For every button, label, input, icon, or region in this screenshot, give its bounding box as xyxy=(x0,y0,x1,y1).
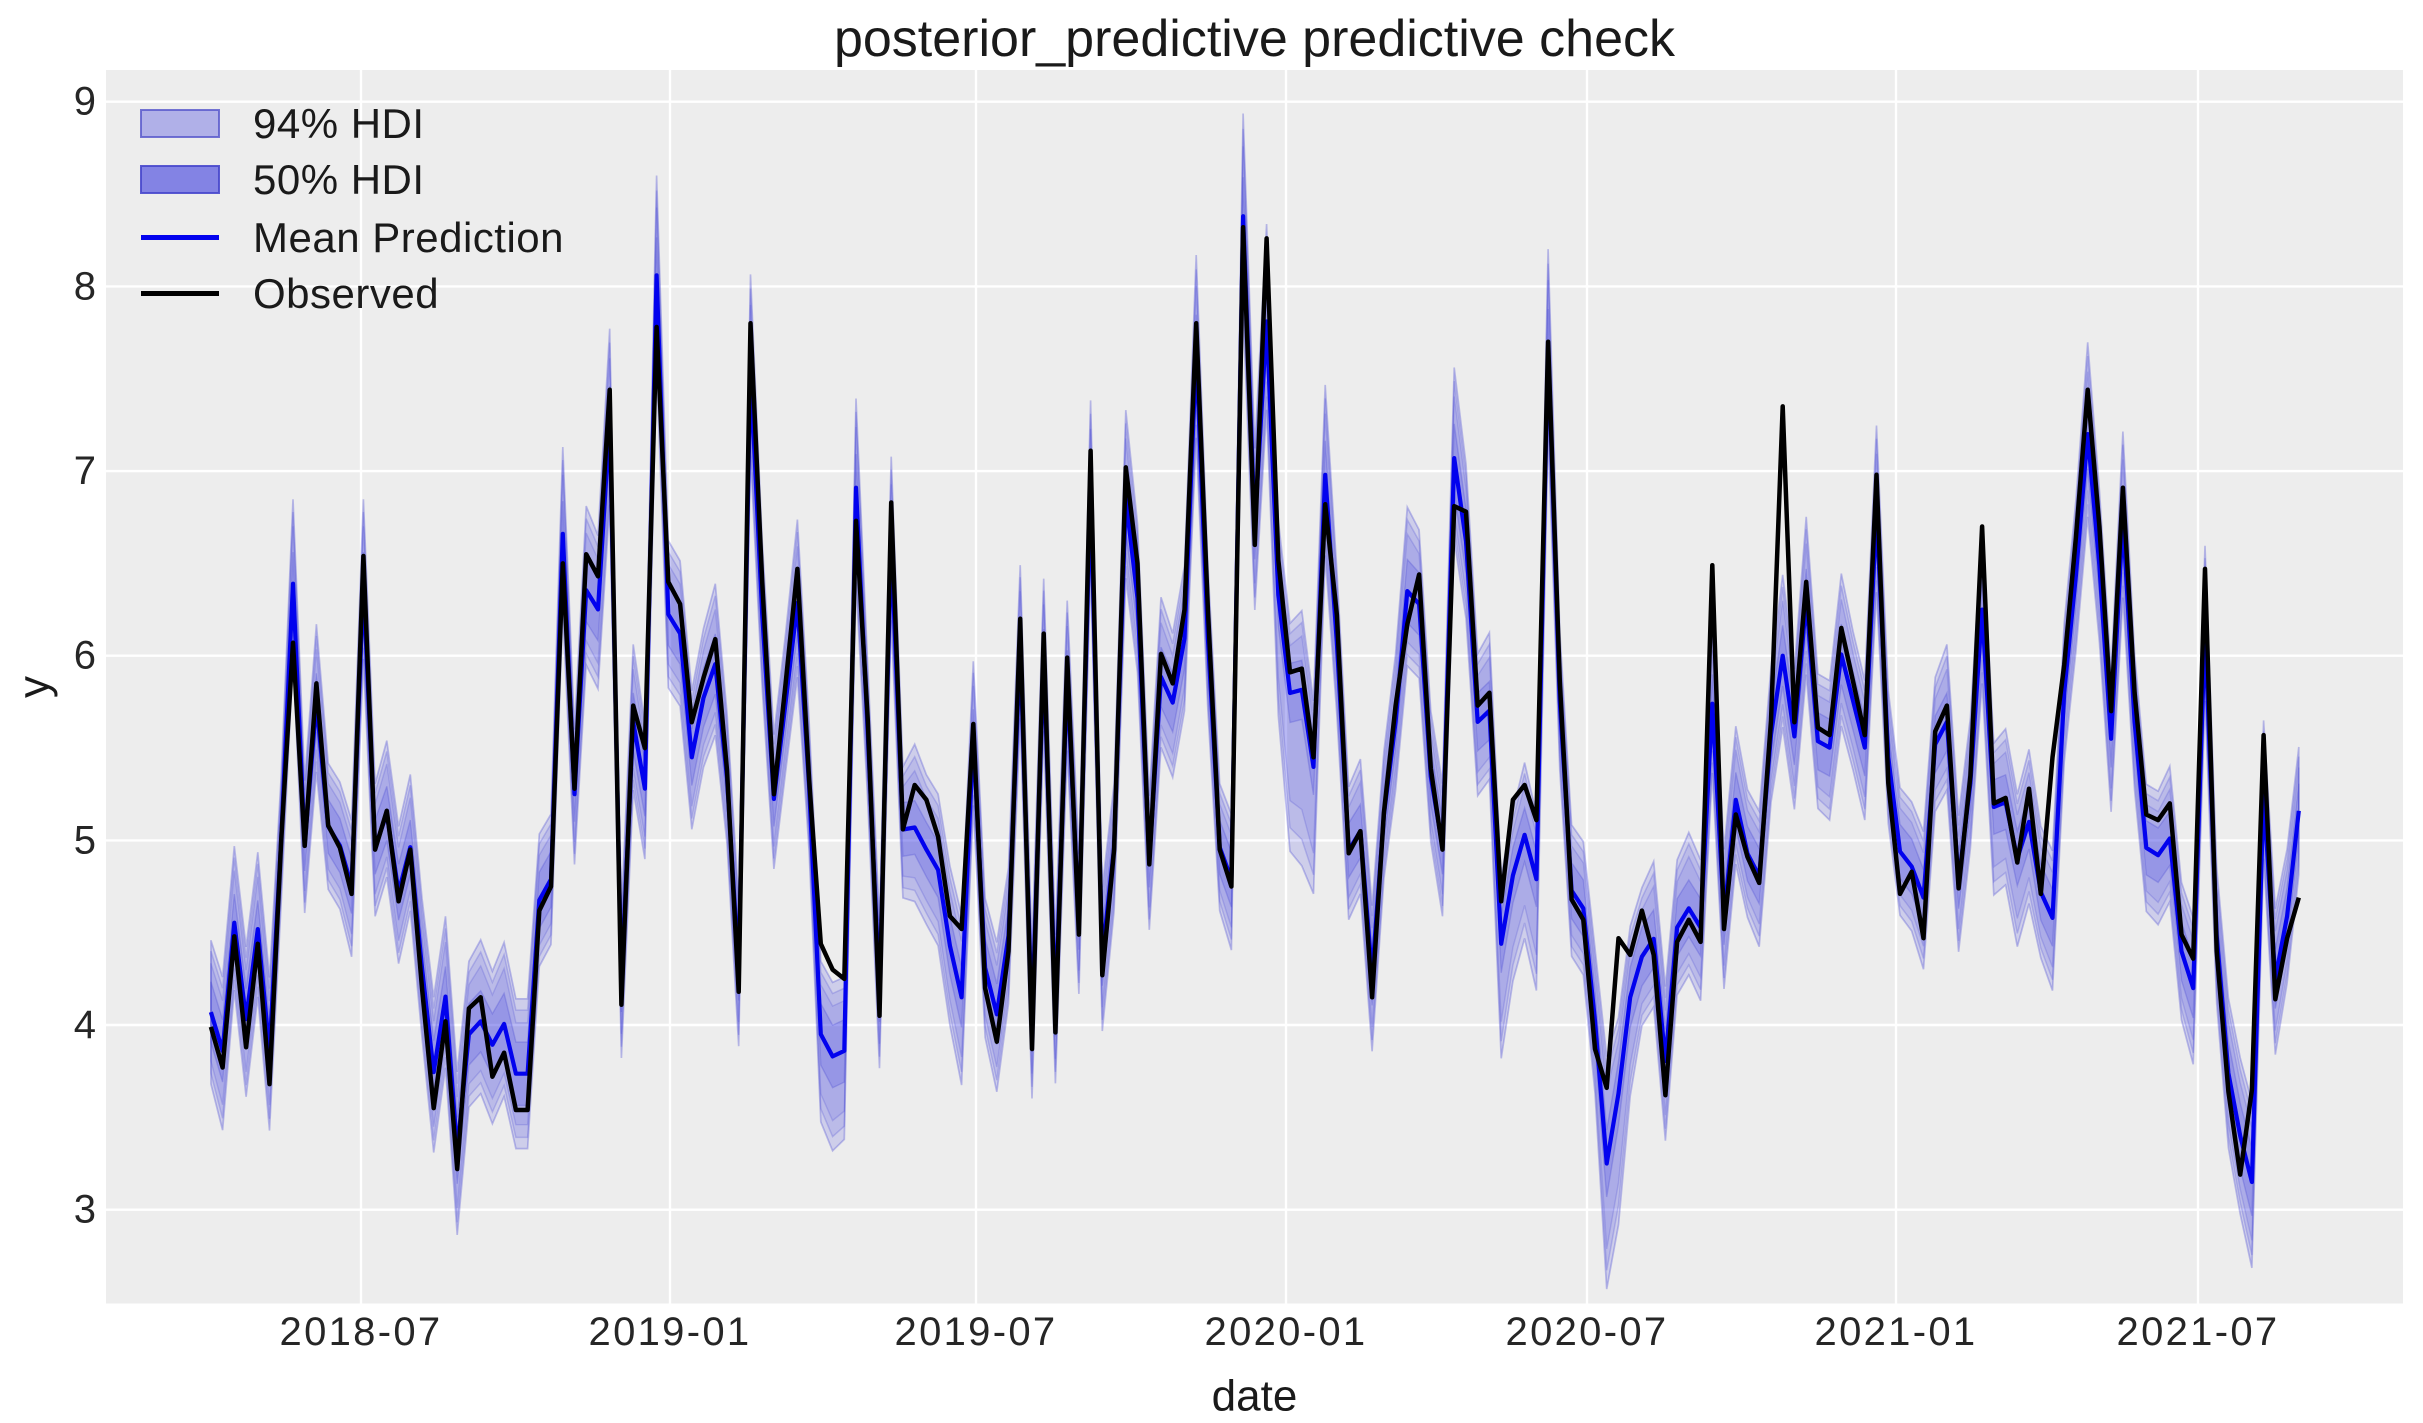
svg-text:y: y xyxy=(10,676,59,698)
svg-text:50% HDI: 50% HDI xyxy=(253,156,425,203)
svg-text:Observed: Observed xyxy=(253,270,439,317)
svg-text:94% HDI: 94% HDI xyxy=(253,100,425,147)
svg-text:5: 5 xyxy=(74,818,96,862)
svg-text:2020-07: 2020-07 xyxy=(1506,1310,1669,1354)
svg-text:Mean Prediction: Mean Prediction xyxy=(253,214,564,261)
svg-text:4: 4 xyxy=(74,1003,96,1047)
svg-text:6: 6 xyxy=(74,634,96,678)
svg-text:3: 3 xyxy=(74,1188,96,1232)
svg-text:date: date xyxy=(1212,1372,1298,1421)
svg-text:9: 9 xyxy=(74,80,96,124)
svg-text:2021-07: 2021-07 xyxy=(2117,1310,2280,1354)
svg-text:2019-07: 2019-07 xyxy=(895,1310,1058,1354)
svg-text:7: 7 xyxy=(74,449,96,493)
svg-text:2021-01: 2021-01 xyxy=(1815,1310,1978,1354)
svg-text:2020-01: 2020-01 xyxy=(1205,1310,1368,1354)
svg-text:8: 8 xyxy=(74,264,96,308)
svg-text:2019-01: 2019-01 xyxy=(589,1310,752,1354)
svg-text:2018-07: 2018-07 xyxy=(280,1310,443,1354)
svg-text:posterior_predictive predictiv: posterior_predictive predictive check xyxy=(834,10,1676,68)
